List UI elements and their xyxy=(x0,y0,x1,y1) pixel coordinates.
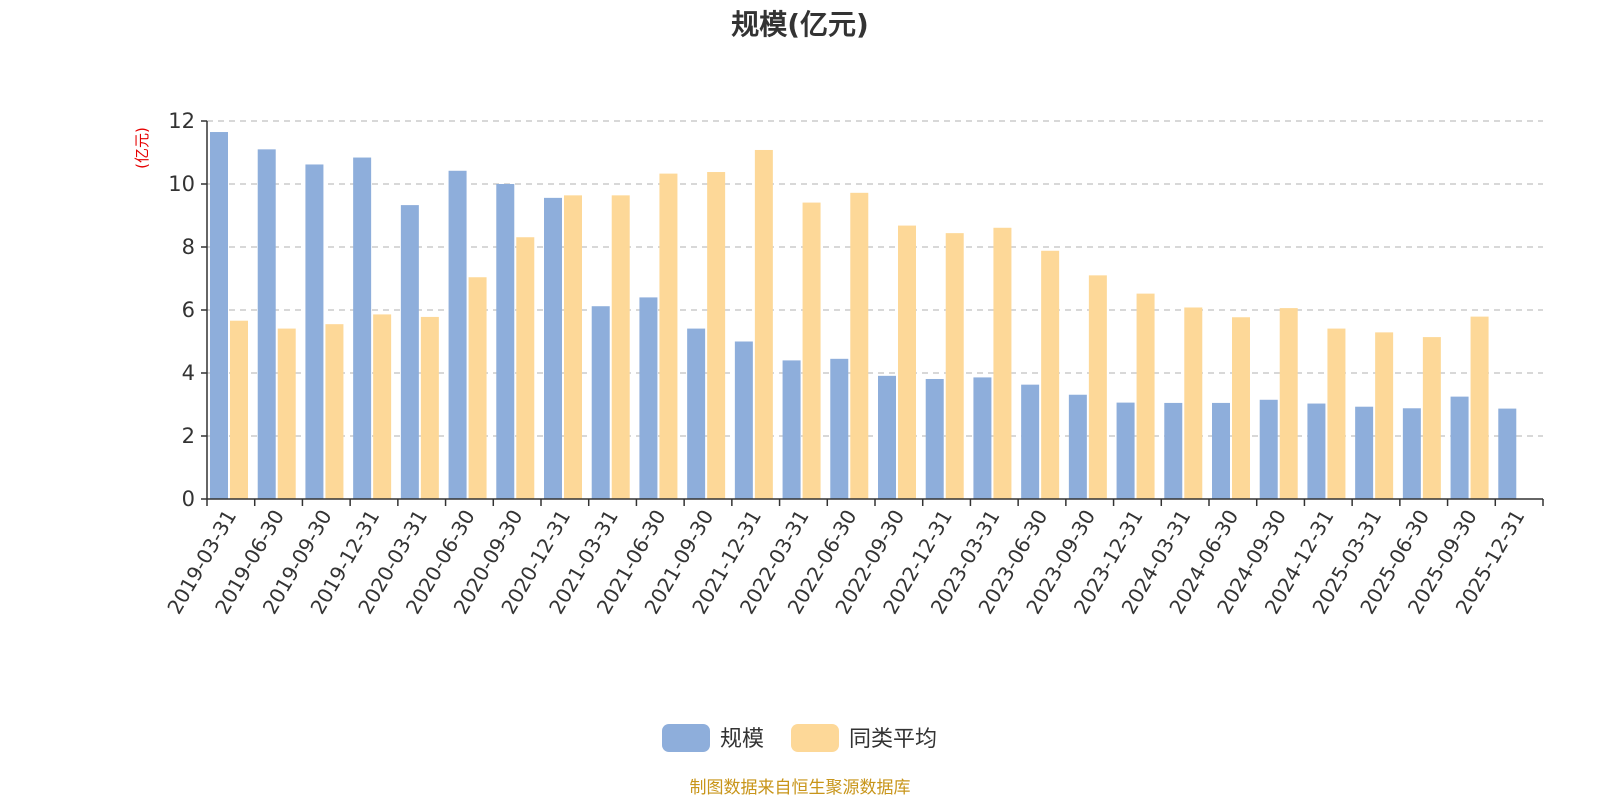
bar-scale xyxy=(1307,403,1326,499)
bar-peer-average xyxy=(1279,308,1298,499)
bar-scale xyxy=(448,170,467,499)
bar-peer-average xyxy=(1375,332,1394,499)
bar-peer-average xyxy=(1136,293,1155,499)
y-tick-label: 8 xyxy=(182,235,195,259)
legend-swatch xyxy=(791,724,839,752)
bar-scale xyxy=(925,378,944,499)
bar-scale xyxy=(687,328,706,499)
y-tick-label: 0 xyxy=(182,487,195,511)
bar-peer-average xyxy=(420,316,439,499)
bar-scale xyxy=(257,149,276,499)
bar-scale xyxy=(1021,384,1040,499)
bar-peer-average xyxy=(993,227,1012,499)
y-tick-labels: 0 2 4 6 8 10 12 xyxy=(168,109,195,511)
bar-scale xyxy=(1355,406,1374,499)
legend-label: 同类平均 xyxy=(849,727,937,752)
legend-item-scale[interactable]: 规模 xyxy=(662,724,764,752)
bar-scale xyxy=(353,157,372,500)
bar-scale xyxy=(830,358,849,499)
y-tick-label: 6 xyxy=(182,298,195,322)
axes xyxy=(201,120,1544,506)
bar-peer-average xyxy=(1232,317,1250,499)
bars xyxy=(210,132,1517,500)
bar-peer-average xyxy=(707,172,726,499)
legend-label: 规模 xyxy=(720,727,764,752)
bar-peer-average xyxy=(754,149,773,500)
bar-scale xyxy=(973,377,992,499)
bar-peer-average xyxy=(1327,328,1346,499)
bar-scale xyxy=(591,306,610,499)
bar-peer-average xyxy=(277,328,296,499)
bar-peer-average xyxy=(850,192,869,499)
bar-peer-average xyxy=(564,195,582,499)
bar-scale xyxy=(544,197,562,500)
bar-peer-average xyxy=(373,314,392,499)
legend[interactable]: 规模 同类平均 xyxy=(662,724,937,752)
bar-peer-average xyxy=(802,202,821,499)
bar-peer-average xyxy=(468,277,487,499)
bar-peer-average xyxy=(945,233,964,499)
bar-peer-average xyxy=(659,173,678,500)
bar-peer-average xyxy=(516,237,535,500)
data-source-note: 制图数据来自恒生聚源数据库 xyxy=(690,778,911,798)
bar-scale xyxy=(1116,402,1135,499)
bar-scale xyxy=(734,341,753,499)
y-tick-label: 10 xyxy=(168,172,195,196)
bar-scale xyxy=(1498,408,1517,499)
bar-scale xyxy=(1068,394,1087,499)
bar-peer-average xyxy=(230,320,248,499)
legend-item-peer-average[interactable]: 同类平均 xyxy=(791,724,937,752)
bar-peer-average xyxy=(898,225,916,499)
bar-scale xyxy=(496,184,515,499)
bar-scale xyxy=(878,375,896,499)
y-tick-label: 4 xyxy=(182,361,195,385)
bar-peer-average xyxy=(611,195,630,499)
bar-scale xyxy=(305,164,324,499)
bar-peer-average xyxy=(1041,250,1060,499)
legend-swatch xyxy=(662,724,710,752)
bar-scale xyxy=(210,132,228,499)
bar-peer-average xyxy=(325,324,344,499)
chart-title: 规模(亿元) xyxy=(731,8,869,41)
x-tick-labels: 2019-03-312019-06-302019-09-302019-12-31… xyxy=(162,505,1529,618)
bar-scale xyxy=(1164,402,1183,499)
bar-peer-average xyxy=(1470,316,1489,499)
bar-scale xyxy=(782,360,801,499)
bar-scale xyxy=(1259,399,1278,499)
bar-peer-average xyxy=(1422,337,1441,499)
bar-scale xyxy=(639,297,658,499)
bar-scale xyxy=(400,205,419,500)
y-tick-label: 2 xyxy=(182,424,195,448)
bar-peer-average xyxy=(1184,307,1203,499)
bar-peer-average xyxy=(1088,275,1107,499)
bar-scale xyxy=(1212,402,1230,499)
bar-scale xyxy=(1402,408,1421,499)
y-axis-unit-label: (亿元) xyxy=(133,127,151,169)
bar-scale xyxy=(1450,396,1469,499)
y-tick-label: 12 xyxy=(168,109,195,133)
